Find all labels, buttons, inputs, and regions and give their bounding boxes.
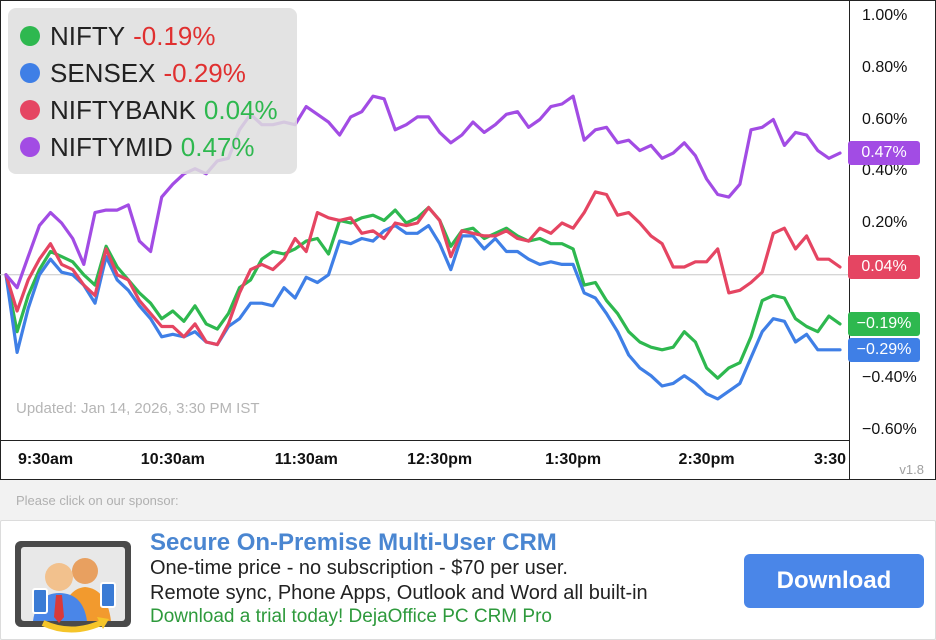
crm-users-icon — [15, 541, 131, 633]
legend-item-sensex[interactable]: SENSEX -0.29% — [20, 55, 246, 91]
series-line-niftymid — [4, 94, 842, 290]
sponsor-ad[interactable]: Secure On-Premise Multi-User CRM One-tim… — [0, 520, 936, 640]
last-value-badge-nifty: −0.19% — [848, 311, 920, 336]
y-tick-label: 1.00% — [862, 7, 908, 24]
legend-series-change: 0.47% — [180, 131, 255, 162]
series-line-niftybank — [4, 190, 842, 347]
last-value-badge-sensex: −0.29% — [848, 337, 920, 362]
y-tick-label: −0.40% — [862, 369, 917, 387]
legend-dot-icon — [20, 26, 40, 46]
legend-dot-icon — [20, 63, 40, 83]
version-label: v1.8 — [899, 462, 924, 477]
index-chart — [0, 0, 936, 480]
x-tick-label: 3:30 — [814, 451, 847, 468]
ad-line-price: One-time price - no subscription - $70 p… — [150, 557, 568, 579]
y-tick-label: 0.20% — [862, 214, 908, 231]
sponsor-label: Please click on our sponsor: — [16, 493, 179, 508]
legend-dot-icon — [20, 137, 40, 157]
x-tick-label: 11:30am — [274, 451, 338, 468]
legend-series-change: -0.29% — [163, 57, 246, 88]
legend-series-name: NIFTYBANK — [50, 94, 196, 125]
legend-item-niftybank[interactable]: NIFTYBANK 0.04% — [20, 92, 278, 128]
y-tick-label: −0.60% — [862, 421, 917, 438]
ad-title[interactable]: Secure On-Premise Multi-User CRM — [150, 529, 557, 556]
legend-item-nifty[interactable]: NIFTY -0.19% — [20, 18, 216, 54]
last-value-badge-niftybank: 0.04% — [848, 254, 920, 279]
ad-cta[interactable]: Download a trial today! DejaOffice PC CR… — [150, 606, 552, 627]
download-button[interactable]: Download — [744, 554, 924, 608]
updated-timestamp: Updated: Jan 14, 2026, 3:30 PM IST — [16, 400, 260, 417]
x-tick-label: 2:30pm — [678, 451, 735, 468]
legend-series-name: NIFTYMID — [50, 131, 173, 162]
y-tick-label: 0.60% — [862, 110, 908, 128]
legend-series-change: -0.19% — [133, 20, 216, 51]
x-tick-label: 9:30am — [18, 451, 74, 468]
series-line-sensex — [4, 224, 842, 401]
ad-line-features: Remote sync, Phone Apps, Outlook and Wor… — [150, 582, 648, 604]
x-tick-label: 1:30pm — [545, 451, 602, 468]
legend-item-niftymid[interactable]: NIFTYMID 0.47% — [20, 129, 255, 165]
legend: NIFTY -0.19% SENSEX -0.29% NIFTYBANK 0.04% NIF… — [8, 8, 297, 174]
y-tick-label: 0.80% — [862, 58, 908, 76]
legend-series-name: SENSEX — [50, 57, 156, 88]
x-tick-label: 12:30pm — [407, 451, 473, 468]
legend-series-change: 0.04% — [203, 94, 278, 125]
last-value-badge-niftymid: 0.47% — [848, 141, 920, 166]
legend-dot-icon — [20, 100, 40, 120]
legend-series-name: NIFTY — [50, 20, 126, 51]
y-tick-label: 0.40% — [862, 162, 908, 180]
x-tick-label: 10:30am — [140, 451, 205, 468]
